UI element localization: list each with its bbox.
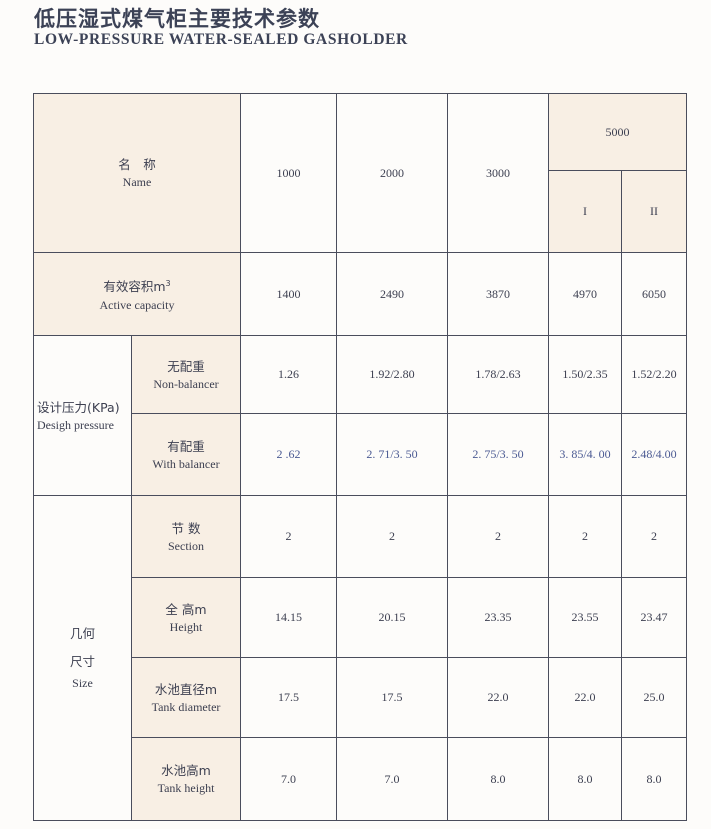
- cell: 8.0: [548, 737, 622, 821]
- cell: 25.0: [621, 657, 687, 738]
- header-3000: 3000: [447, 93, 549, 253]
- height-en: Height: [169, 619, 203, 634]
- capacity-label-cn: 有效容积m3: [34, 275, 240, 296]
- cell: 1.52/2.20: [621, 335, 687, 414]
- height-cn: 全 高m: [165, 601, 207, 617]
- title-english: LOW-PRESSURE WATER-SEALED GASHOLDER: [34, 31, 408, 48]
- header-5000-i: I: [548, 170, 622, 253]
- size-label-en: Size: [72, 676, 93, 690]
- cell: 1400: [240, 252, 337, 336]
- capacity-sup: 3: [165, 279, 171, 289]
- pressure-label-en: Desigh pressure: [37, 417, 114, 432]
- row-tank-height: 水池高m Tank height 7.0 7.0 8.0 8.0 8.0: [34, 737, 687, 821]
- cell: 2: [447, 495, 549, 578]
- section-label: 节 数 Section: [131, 495, 241, 578]
- size-label-cn2: 尺寸: [69, 654, 95, 669]
- non-balancer-en: Non-balancer: [153, 376, 219, 391]
- row-height: 全 高m Height 14.15 20.15 23.35 23.55 23.4…: [34, 577, 687, 658]
- cell: 17.5: [336, 657, 448, 738]
- cell: 20.15: [336, 577, 448, 658]
- with-balancer-label: 有配重 With balancer: [131, 413, 241, 496]
- cell: 2. 71/3. 50: [336, 413, 448, 496]
- capacity-label-en: Active capacity: [99, 297, 175, 312]
- cell: 22.0: [548, 657, 622, 738]
- cell: 4970: [548, 252, 622, 336]
- header-name-en: Name: [122, 175, 152, 189]
- spec-table: 名 称 Name 1000 2000 3000 5000 I II 有效容积m3…: [33, 93, 687, 821]
- header-1000: 1000: [240, 93, 337, 253]
- header-5000-ii: II: [621, 170, 687, 253]
- capacity-cn: 有效容积m: [103, 279, 166, 295]
- tank-height-label: 水池高m Tank height: [131, 737, 241, 821]
- non-balancer-label: 无配重 Non-balancer: [131, 335, 241, 414]
- row-tank-diameter: 水池直径m Tank diameter 17.5 17.5 22.0 22.0 …: [34, 657, 687, 738]
- capacity-label: 有效容积m3 Active capacity: [33, 252, 241, 336]
- cell: 23.35: [447, 577, 549, 658]
- tank-height-en: Tank height: [157, 781, 215, 795]
- cell: 14.15: [240, 577, 337, 658]
- row-capacity: 有效容积m3 Active capacity 1400 2490 3870 49…: [33, 252, 687, 336]
- with-balancer-cn: 有配重: [167, 438, 205, 454]
- cell: 2: [621, 495, 687, 578]
- pressure-label: 设计压力(KPa) Desigh pressure: [33, 335, 132, 496]
- cell: 2.48/4.00: [621, 413, 687, 496]
- tank-diameter-en: Tank diameter: [151, 699, 221, 714]
- cell: 1.26: [240, 335, 337, 414]
- tank-diameter-cn: 水池直径m: [154, 681, 218, 697]
- cell: 6050: [621, 252, 687, 336]
- row-with-balancer: 有配重 With balancer 2 .62 2. 71/3. 50 2. 7…: [34, 413, 687, 496]
- section-cn: 节 数: [171, 520, 201, 536]
- section-en: Section: [168, 538, 204, 553]
- tank-height-cn: 水池高m: [161, 763, 211, 778]
- cell: 2: [548, 495, 622, 578]
- tank-diameter-label: 水池直径m Tank diameter: [131, 657, 241, 738]
- header-2000: 2000: [336, 93, 448, 253]
- size-label: 几何 尺寸 Size: [33, 495, 132, 821]
- cell: 2: [336, 495, 448, 578]
- with-balancer-en: With balancer: [152, 456, 220, 471]
- header-name-cn: 名 称: [118, 157, 156, 172]
- title-chinese: 低压湿式煤气柜主要技术参数: [34, 7, 320, 31]
- pressure-label-cn: 设计压力(KPa): [37, 399, 120, 415]
- size-label-cn1: 几何: [69, 626, 95, 641]
- cell: 3870: [447, 252, 549, 336]
- cell: 3. 85/4. 00: [548, 413, 622, 496]
- cell: 22.0: [447, 657, 549, 738]
- cell: 2490: [336, 252, 448, 336]
- header-name: 名 称 Name: [33, 93, 241, 253]
- non-balancer-cn: 无配重: [167, 358, 205, 374]
- row-non-balancer: 设计压力(KPa) Desigh pressure 无配重 Non-balanc…: [33, 335, 687, 496]
- cell: 1.92/2.80: [336, 335, 448, 414]
- cell: 1.78/2.63: [447, 335, 549, 414]
- cell: 2. 75/3. 50: [447, 413, 549, 496]
- cell: 2: [240, 495, 337, 578]
- cell: 1.50/2.35: [548, 335, 622, 414]
- row-section: 几何 尺寸 Size 节 数 Section 2 2 2 2 2: [33, 495, 687, 821]
- cell: 8.0: [447, 737, 549, 821]
- cell: 7.0: [240, 737, 337, 821]
- cell: 7.0: [336, 737, 448, 821]
- height-label: 全 高m Height: [131, 577, 241, 658]
- cell: 2 .62: [240, 413, 337, 496]
- header-5000: 5000: [548, 93, 687, 171]
- cell: 17.5: [240, 657, 337, 738]
- cell: 8.0: [621, 737, 687, 821]
- cell: 23.55: [548, 577, 622, 658]
- cell: 23.47: [621, 577, 687, 658]
